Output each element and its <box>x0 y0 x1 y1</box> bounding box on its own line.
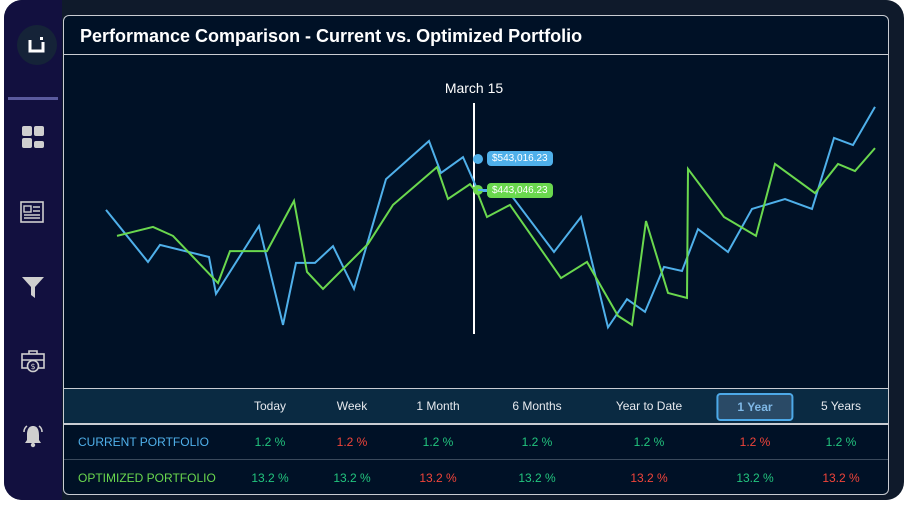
table-row-current: CURRENT PORTFOLIO 1.2 % 1.2 % 1.2 % 1.2 % 1.2… <box>64 424 888 460</box>
sidebar-item-filter[interactable] <box>19 273 47 301</box>
return-value: 13.2 % <box>251 471 289 485</box>
sidebar: $ <box>4 0 62 500</box>
return-value: 13.2 % <box>822 471 860 485</box>
return-value: 1.2 % <box>422 435 454 449</box>
return-value: 13.2 % <box>630 471 668 485</box>
sidebar-item-dashboard[interactable] <box>19 123 47 151</box>
briefcase-dollar-icon: $ <box>21 350 45 373</box>
filter-icon <box>22 277 44 298</box>
return-value: 13.2 % <box>419 471 457 485</box>
column-header-6-months[interactable]: 6 Months <box>512 399 562 413</box>
sidebar-item-portfolio[interactable]: $ <box>19 347 47 375</box>
logo[interactable] <box>17 25 57 65</box>
dashboard-icon <box>22 126 44 148</box>
row-label: OPTIMIZED PORTFOLIO <box>78 471 216 485</box>
column-header-1-year[interactable]: 1 Year <box>716 393 794 421</box>
column-header-5-years[interactable]: 5 Years <box>820 399 862 413</box>
current-tooltip: $543,016.23 <box>487 151 553 166</box>
return-value: 1.2 % <box>633 435 665 449</box>
row-label: CURRENT PORTFOLIO <box>78 435 209 449</box>
return-value: 1.2 % <box>739 435 771 449</box>
column-header-1-month[interactable]: 1 Month <box>416 399 460 413</box>
sidebar-divider <box>8 97 58 100</box>
title-divider <box>64 54 888 55</box>
return-value: 1.2 % <box>521 435 553 449</box>
return-value: 13.2 % <box>736 471 774 485</box>
column-header-week[interactable]: Week <box>336 399 368 413</box>
sidebar-item-news[interactable] <box>19 198 47 226</box>
performance-panel: Performance Comparison - Current vs. Opt… <box>63 15 889 495</box>
panel-title: Performance Comparison - Current vs. Opt… <box>80 26 583 46</box>
logo-icon <box>28 37 45 53</box>
table-header: Today Week 1 Month 6 Months Year to Date 1 Ye… <box>64 388 888 425</box>
cursor-date-label: March 15 <box>445 80 504 96</box>
app-window: $ Performance Comparison - Current vs. O… <box>4 0 904 500</box>
optimized-tooltip: $443,046.23 <box>487 183 553 198</box>
current-cursor-marker <box>473 154 483 164</box>
table-row-optimized: OPTIMIZED PORTFOLIO 13.2 % 13.2 % 13.2 % 13.… <box>64 460 888 494</box>
optimized-portfolio-line[interactable] <box>116 147 876 327</box>
return-value: 13.2 % <box>518 471 556 485</box>
return-value: 1.2 % <box>825 435 857 449</box>
newspaper-icon <box>20 201 44 223</box>
column-header-today[interactable]: Today <box>253 399 287 413</box>
performance-chart[interactable]: March 15 <box>64 16 888 388</box>
column-header-year-to-date[interactable]: Year to Date <box>615 399 683 413</box>
svg-text:$: $ <box>30 362 35 371</box>
bell-icon <box>23 425 43 448</box>
return-value: 1.2 % <box>336 435 368 449</box>
current-portfolio-line[interactable] <box>105 106 876 330</box>
return-value: 1.2 % <box>254 435 286 449</box>
sidebar-item-alerts[interactable] <box>19 422 47 450</box>
return-value: 13.2 % <box>333 471 371 485</box>
